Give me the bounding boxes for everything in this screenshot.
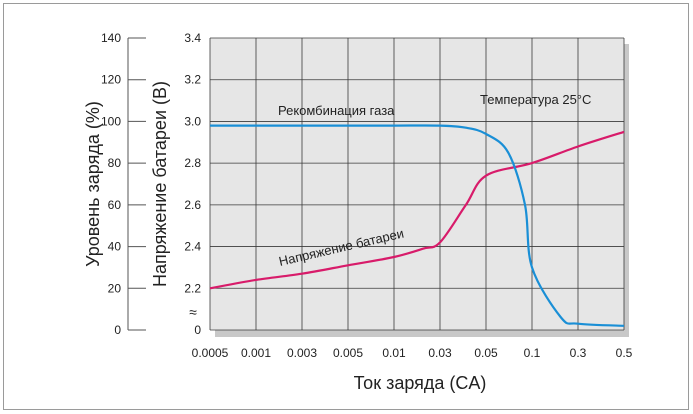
y-axis-title-voltage: Напряжение батареи (В) (150, 81, 170, 287)
charge-tick-label: 40 (108, 240, 122, 254)
voltage-tick-label: 2.8 (184, 156, 201, 170)
voltage-axis: 3.4 3.2 3.0 2.8 2.6 2.4 2.2 0 (184, 31, 201, 337)
x-tick-label: 0.3 (570, 346, 587, 360)
annotation-temperature: Температура 25°C (480, 92, 591, 107)
voltage-tick-label: 2.4 (184, 240, 201, 254)
charge-tick-label: 0 (114, 323, 121, 337)
plot-area (210, 38, 624, 330)
x-tick-label: 0.05 (474, 346, 498, 360)
charge-tick-label: 80 (108, 156, 122, 170)
charge-tick-label: 60 (108, 198, 122, 212)
charge-axis: 140 120 100 80 60 40 20 0 (101, 31, 146, 337)
x-tick-label: 0.0005 (192, 346, 229, 360)
voltage-tick-label: 2.6 (184, 198, 201, 212)
voltage-tick-label: 3.2 (184, 73, 201, 87)
charge-tick-label: 100 (101, 114, 121, 128)
x-axis-title: Ток заряда (CA) (354, 373, 487, 393)
voltage-series-line (209, 130, 625, 290)
charge-tick-label: 20 (108, 281, 122, 295)
charge-tick-label: 120 (101, 73, 121, 87)
voltage-tick-label: 2.2 (184, 281, 201, 295)
annotation-gas-recombination: Рекомбинация газа (278, 103, 395, 118)
voltage-tick-label: 3.4 (184, 31, 201, 45)
x-axis: 0.0005 0.001 0.003 0.005 0.01 0.03 0.05 0.1 0.3 0… (192, 346, 633, 360)
grid (209, 37, 625, 331)
x-tick-label: 0.003 (287, 346, 317, 360)
charge-tick-label: 140 (101, 31, 121, 45)
x-tick-label: 0.1 (524, 346, 541, 360)
x-tick-label: 0.5 (616, 346, 633, 360)
y-axis-title-charge: Уровень заряда (%) (83, 101, 103, 267)
x-tick-label: 0.01 (382, 346, 406, 360)
voltage-tick-label: 3.0 (184, 114, 201, 128)
axis-break-symbol: ≈ (189, 304, 197, 320)
x-tick-label: 0.005 (333, 346, 363, 360)
x-tick-label: 0.03 (428, 346, 452, 360)
charge-series-line (209, 124, 625, 327)
x-tick-label: 0.001 (241, 346, 271, 360)
voltage-tick-label: 0 (194, 323, 201, 337)
